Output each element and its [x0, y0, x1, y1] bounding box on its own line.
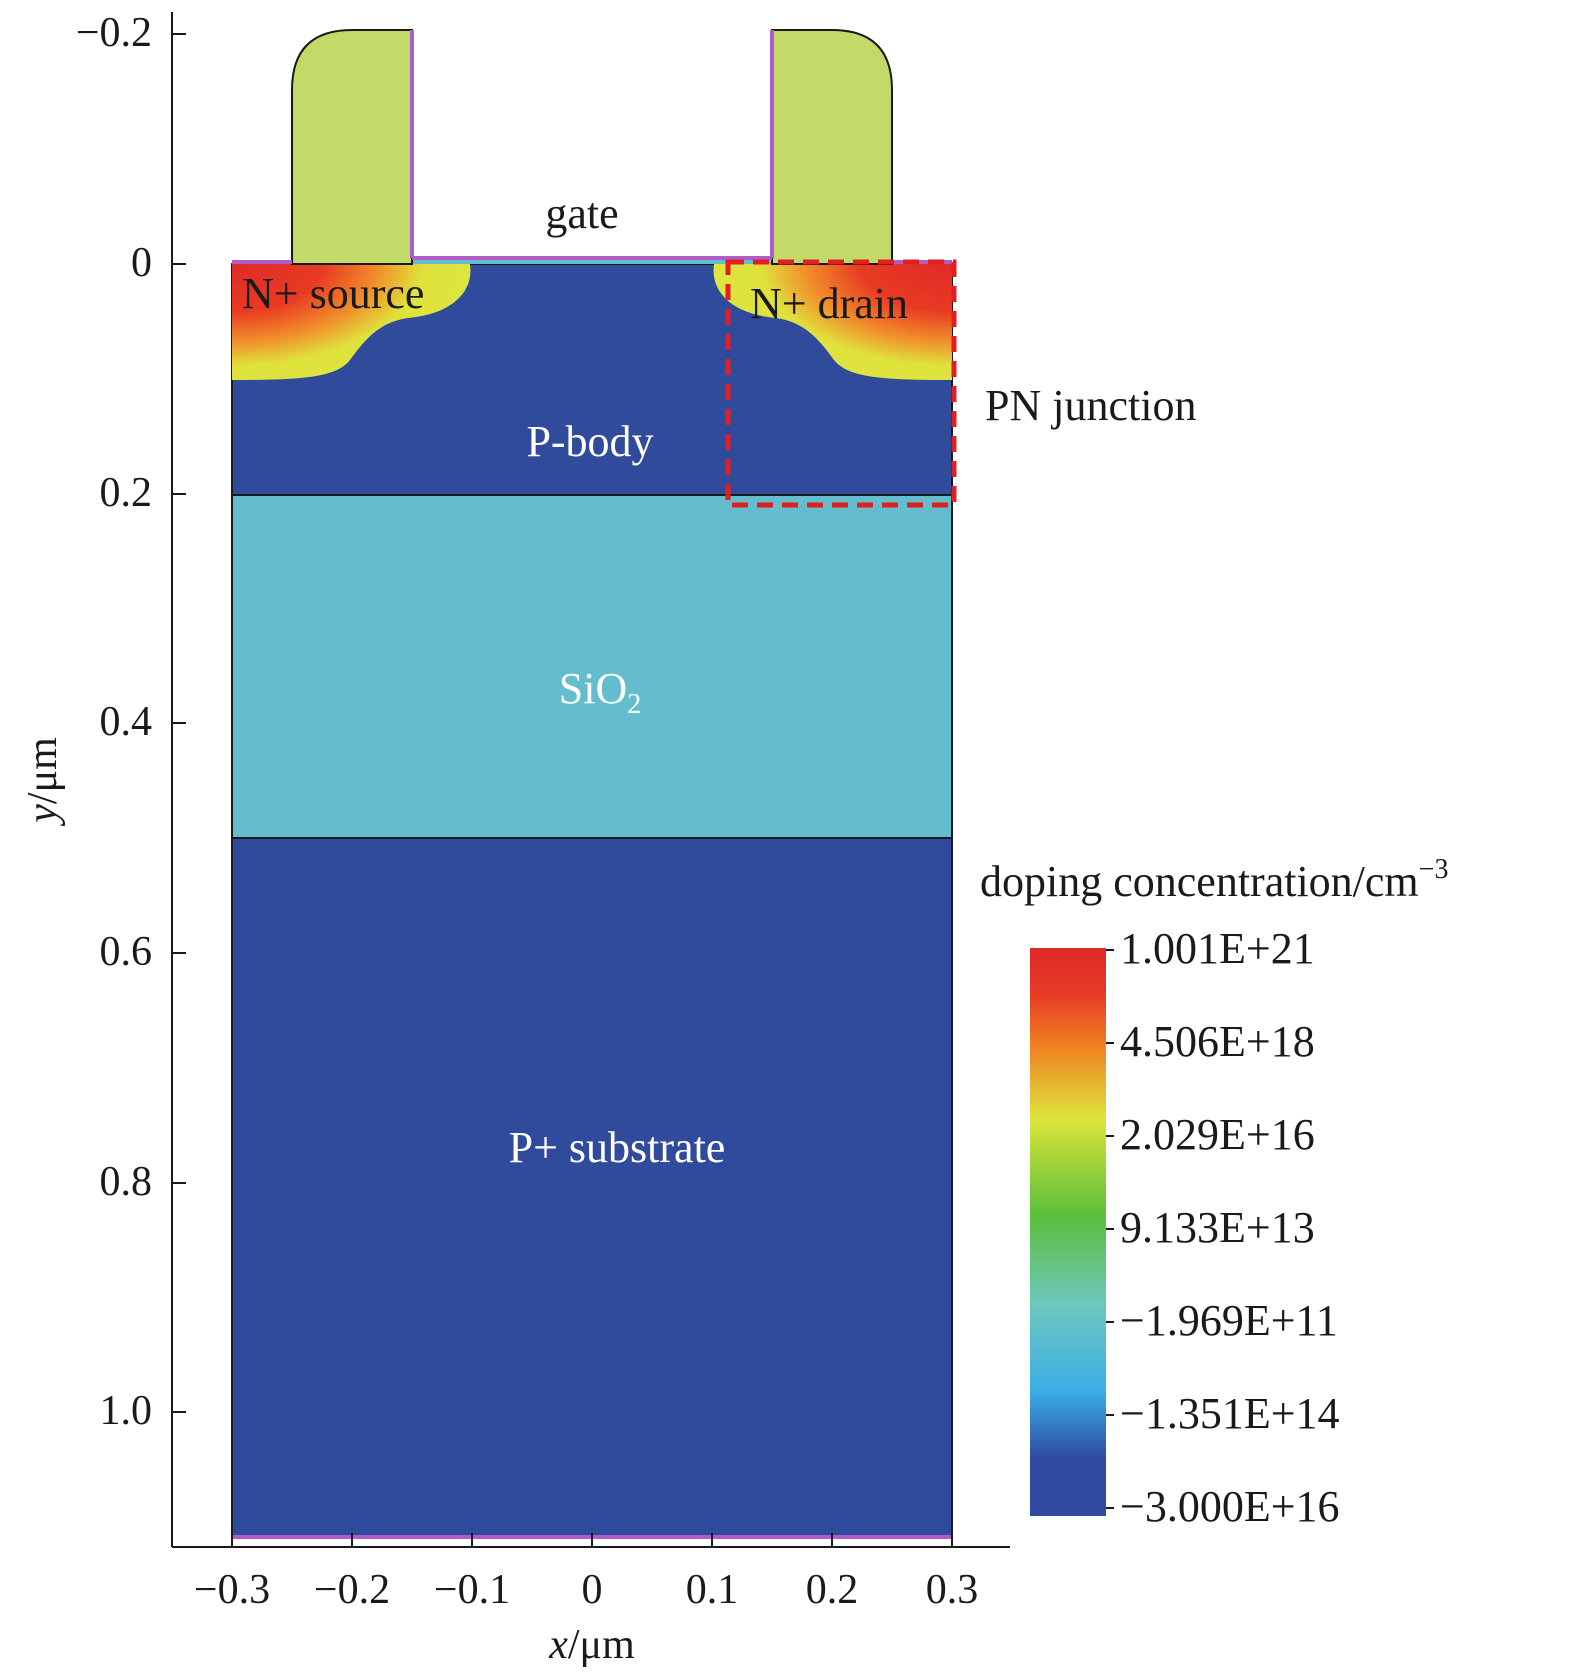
x-tick-label: −0.1: [434, 1567, 510, 1613]
colorbar-label: 9.133E+13: [1120, 1203, 1315, 1252]
y-tick-label: 0.4: [100, 699, 153, 745]
substrate-label: P+ substrate: [509, 1123, 726, 1172]
y-tick-label: 0.6: [100, 929, 153, 975]
colorbar-title-text: doping concentration/cm: [980, 857, 1419, 906]
colorbar-label: −1.351E+14: [1120, 1389, 1340, 1438]
colorbar-label: −1.969E+11: [1120, 1296, 1338, 1345]
x-tick-label: 0.2: [806, 1567, 859, 1613]
oxide-region: [231, 494, 953, 839]
y-axis-label-unit: /μm: [20, 737, 66, 804]
source-label: N+ source: [242, 269, 424, 318]
substrate-region: [231, 837, 953, 1538]
x-axis-label: x/μm: [548, 1622, 635, 1668]
y-tick-label: 0.8: [100, 1159, 153, 1205]
colorbar-title-sup: −3: [1419, 854, 1449, 885]
colorbar-label: 2.029E+16: [1120, 1110, 1315, 1159]
x-tick-label: 0.3: [926, 1567, 979, 1613]
source-region: [232, 264, 471, 380]
x-axis-label-var: x: [548, 1622, 568, 1668]
x-tick-label: −0.2: [314, 1567, 390, 1613]
colorbar-label: 1.001E+21: [1120, 924, 1315, 973]
y-axis-label: y/μm: [20, 737, 66, 827]
colorbar-title: doping concentration/cm−3: [980, 854, 1448, 906]
colorbar-label: −3.000E+16: [1120, 1482, 1340, 1531]
oxide-label: SiO2: [559, 664, 641, 720]
pn-junction-label: PN junction: [985, 381, 1196, 430]
x-axis-label-unit: /μm: [568, 1622, 635, 1668]
y-tick-label: 0: [131, 240, 152, 286]
drain-label: N+ drain: [750, 279, 908, 328]
y-tick-label: −0.2: [76, 10, 152, 56]
x-tick-label: 0: [582, 1567, 603, 1613]
oxide-label-sub: 2: [627, 689, 641, 720]
y-axis-label-var: y: [20, 804, 66, 827]
y-tick-label: 0.2: [100, 470, 153, 516]
x-tick-label: 0.1: [686, 1567, 739, 1613]
drain-region: [713, 264, 952, 380]
colorbar-label: 4.506E+18: [1120, 1017, 1315, 1066]
oxide-label-base: SiO: [559, 664, 627, 713]
body-label: P-body: [526, 417, 653, 466]
pn-junction-box: [725, 259, 957, 508]
colorbar: [1030, 948, 1106, 1516]
y-tick-label: 1.0: [100, 1388, 153, 1434]
x-tick-label: −0.3: [194, 1567, 270, 1613]
right-gate-spacer: [771, 29, 893, 265]
left-gate-spacer: [291, 29, 413, 265]
gate-label: gate: [545, 189, 618, 238]
gate-oxide: [292, 257, 892, 264]
